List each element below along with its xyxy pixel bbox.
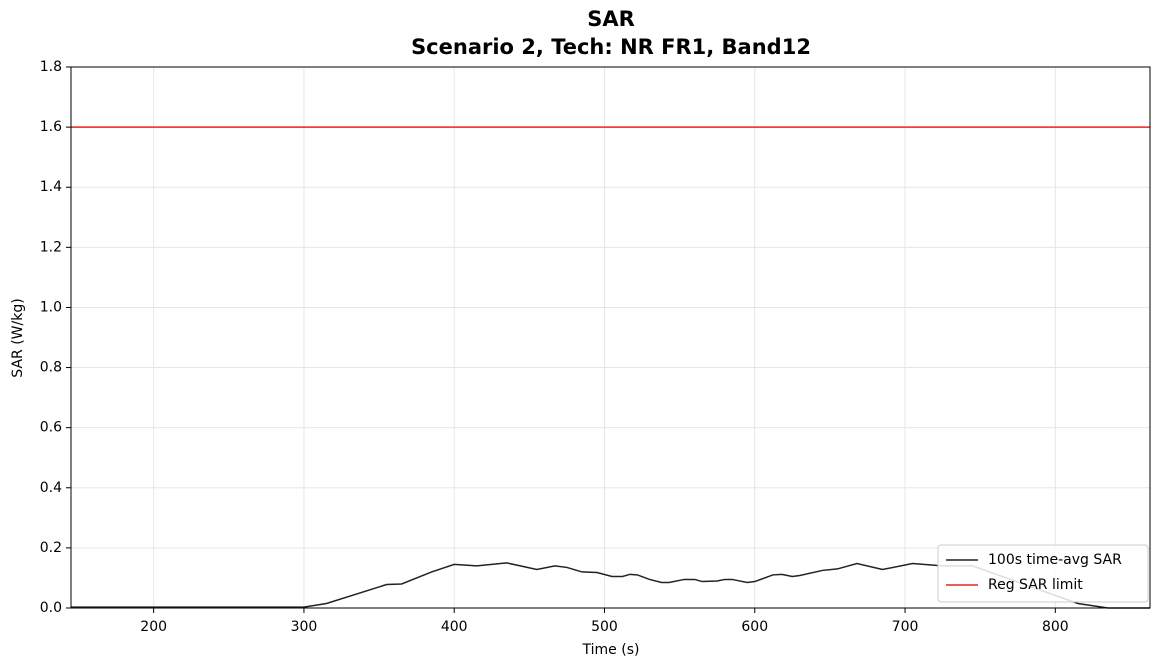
x-tick-label: 500 bbox=[591, 619, 618, 635]
legend-box bbox=[937, 544, 1149, 603]
x-tick-label: 300 bbox=[291, 619, 318, 635]
y-tick-label: 1.0 bbox=[40, 299, 62, 315]
legend: 100s time-avg SAR Reg SAR limit bbox=[937, 544, 1149, 603]
y-tick-label: 0.8 bbox=[40, 360, 62, 376]
y-axis-label: SAR (W/kg) bbox=[10, 298, 26, 377]
x-tick-label: 700 bbox=[892, 619, 919, 635]
y-tick-label: 1.4 bbox=[40, 179, 62, 195]
y-tick-label: 0.6 bbox=[40, 420, 62, 436]
legend-label: Reg SAR limit bbox=[988, 577, 1083, 593]
x-tick-label: 400 bbox=[441, 619, 468, 635]
x-tick-label: 200 bbox=[140, 619, 167, 635]
data-line bbox=[71, 562, 1150, 609]
legend-label: 100s time-avg SAR bbox=[988, 552, 1122, 568]
x-axis-label: Time (s) bbox=[582, 642, 640, 658]
y-tick-label: 0.0 bbox=[40, 600, 62, 616]
x-tick-label: 800 bbox=[1042, 619, 1069, 635]
y-tick-label: 1.2 bbox=[40, 239, 62, 255]
x-tick-label: 600 bbox=[741, 619, 768, 635]
y-tick-label: 0.4 bbox=[40, 480, 62, 496]
y-tick-label: 0.2 bbox=[40, 540, 62, 556]
chart-title: SAR bbox=[587, 7, 635, 31]
plot-frame bbox=[70, 66, 1151, 609]
y-tick-label: 1.8 bbox=[40, 59, 62, 75]
y-tick-label: 1.6 bbox=[40, 119, 62, 135]
chart-subtitle: Scenario 2, Tech: NR FR1, Band12 bbox=[411, 35, 811, 59]
